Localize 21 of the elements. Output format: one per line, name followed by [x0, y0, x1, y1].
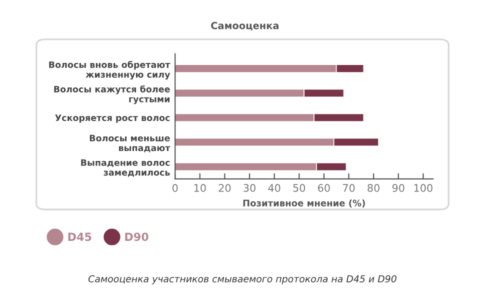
y-tick-label: Волосы меньше выпадают	[90, 134, 170, 152]
x-axis-title: Позитивное мнение (%)	[243, 199, 365, 208]
legend-label: D45	[68, 232, 92, 242]
x-tick-label: 60	[318, 184, 330, 192]
x-tick-label: 70	[342, 184, 355, 192]
y-tick-label: Ускоряется рост волос	[55, 114, 170, 123]
y-tick-label: Волосы вновь обретают жизненную силу	[49, 60, 170, 80]
x-tick-label: 0	[172, 184, 178, 192]
y-tick-label: Волосы кажутся более густыми	[54, 85, 170, 104]
x-tick-label: 10	[194, 184, 206, 192]
x-tick-label: 100	[414, 184, 432, 192]
x-tick-label: 40	[268, 184, 280, 192]
x-tick-label: 30	[244, 184, 256, 192]
x-tick-label: 50	[293, 184, 306, 192]
legend-label: D90	[125, 232, 148, 242]
text: Самооценка участников смываемого протокола на D45 и D90	[88, 275, 396, 284]
x-tick-label: 90	[392, 184, 404, 192]
chart-title: Самооценка	[211, 22, 278, 30]
x-tick-label: 20	[218, 184, 231, 192]
x-tick-label: 80	[368, 184, 380, 192]
y-tick-label: Выпадение волос замедлилось	[81, 159, 170, 177]
